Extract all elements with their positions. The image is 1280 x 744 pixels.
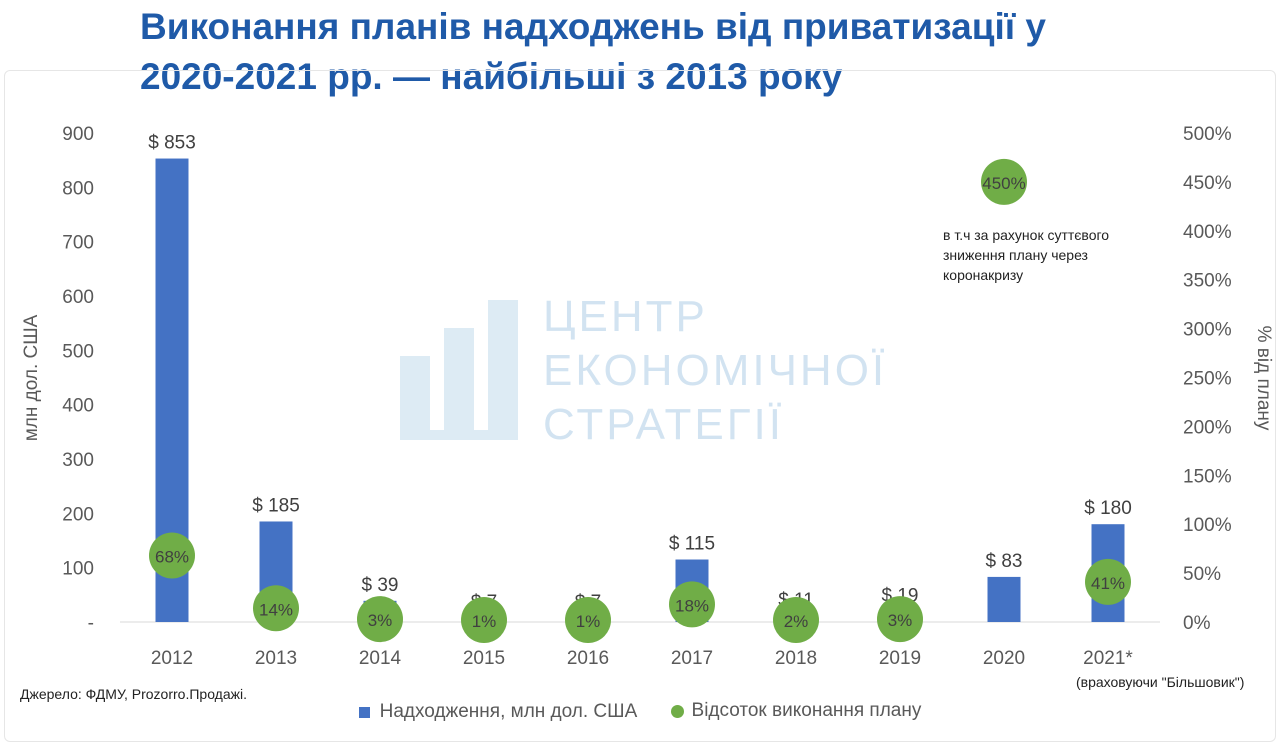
y-tick-label: 500: [62, 341, 94, 362]
chart-title: Виконання планів надходжень від приватиз…: [140, 6, 1046, 97]
dot-2012: [149, 532, 195, 579]
dot-2016: [565, 597, 611, 643]
bar-label-2012: $ 853: [148, 133, 196, 154]
dot-2019: [877, 596, 923, 643]
y-tick-label: 300: [62, 450, 94, 471]
legend-bar-swatch: [358, 706, 370, 718]
watermark-logo: ЦЕНТР ЕКОНОМІЧНОЇ СТРАТЕГІЇ: [400, 292, 884, 449]
y2-tick-label: 50%: [1183, 564, 1221, 585]
y2-tick-label: 350%: [1183, 271, 1232, 292]
y2-tick-label: 500%: [1183, 124, 1232, 145]
bar-2020: [987, 576, 1021, 622]
dot-2018: [773, 597, 819, 643]
y2-tick-label: 100%: [1183, 515, 1232, 536]
x-tick-label: 2012: [151, 648, 193, 669]
y-tick-label: 900: [62, 124, 94, 145]
x-tick-label: 2017: [671, 648, 713, 669]
dot-label-2015: 1%: [472, 612, 497, 631]
dot-2014: [357, 596, 403, 643]
y2-tick-label: 150%: [1183, 466, 1232, 487]
x-tick-label: 2014: [359, 648, 402, 669]
y-tick-label: -: [88, 613, 94, 634]
legend-item-dots: Відсоток виконання плану: [670, 700, 922, 722]
y2-tick-label: 400%: [1183, 222, 1232, 243]
source-note: Джерело: ФДМУ, Prozorro.Продажі.: [20, 686, 247, 702]
y2-tick-label: 450%: [1183, 173, 1232, 194]
bar-label-2017: $ 115: [669, 534, 715, 555]
x-tick-label: 2015: [463, 648, 505, 669]
dot-2015: [461, 597, 507, 643]
dot-label-2016: 1%: [576, 612, 601, 631]
dot-label-2014: 3%: [368, 611, 393, 630]
dot-label-2020: 450%: [982, 174, 1025, 193]
x-tick-label: 2020: [983, 648, 1025, 669]
legend: Надходження, млн дол. США Відсоток викон…: [0, 700, 1280, 724]
note-2021: (враховуючи "Більшовик"): [1076, 674, 1245, 690]
y-tick-label: 800: [62, 178, 94, 199]
x-tick-label: 2019: [879, 648, 921, 669]
bar-label-2013: $ 185: [252, 495, 300, 516]
y-tick-label: 700: [62, 233, 94, 254]
x-tick-label: 2016: [567, 648, 609, 669]
y-axis-title: млн дол. США: [21, 314, 42, 441]
legend-bars-label: Надходження, млн дол. США: [379, 701, 638, 722]
dot-label-2021*: 41%: [1091, 574, 1125, 593]
watermark-line-1: ЦЕНТР: [543, 292, 708, 341]
bar-label-2014: $ 39: [362, 575, 399, 596]
watermark-line-2: ЕКОНОМІЧНОЇ: [543, 346, 888, 395]
dot-label-2019: 3%: [888, 611, 913, 630]
y2-tick-label: 300%: [1183, 320, 1232, 341]
dot-2013: [253, 585, 299, 632]
y2-axis-title: % від плану: [1253, 326, 1274, 431]
y-tick-label: 200: [62, 504, 94, 525]
legend-dots-label: Відсоток виконання плану: [691, 700, 922, 721]
y2-tick-label: 200%: [1183, 417, 1232, 438]
y2-tick-label: 0%: [1183, 613, 1211, 634]
y2-tick-label: 250%: [1183, 369, 1232, 390]
legend-item-bars: Надходження, млн дол. США: [358, 701, 638, 723]
annotation-2020: в т.ч за рахунок суттєвого зниження план…: [943, 227, 1110, 283]
y-tick-label: 100: [62, 559, 94, 580]
watermark-line-3: СТРАТЕГІЇ: [543, 400, 785, 449]
dot-2020: [981, 158, 1027, 205]
x-tick-label: 2021*: [1083, 648, 1133, 669]
dot-label-2017: 18%: [675, 596, 709, 615]
x-tick-label: 2013: [255, 648, 297, 669]
chart-frame: [4, 70, 1276, 742]
y-tick-label: 400: [62, 396, 94, 417]
bar-label-2021*: $ 180: [1084, 498, 1132, 519]
bar-label-2020: $ 83: [986, 551, 1023, 572]
y-tick-label: 600: [62, 287, 94, 308]
legend-dot-swatch: [670, 704, 684, 718]
dot-2017: [669, 581, 715, 628]
dot-2021*: [1085, 558, 1131, 605]
dot-label-2018: 2%: [784, 612, 809, 631]
dot-label-2013: 14%: [259, 600, 293, 619]
x-tick-label: 2018: [775, 648, 817, 669]
dot-label-2012: 68%: [155, 547, 189, 566]
